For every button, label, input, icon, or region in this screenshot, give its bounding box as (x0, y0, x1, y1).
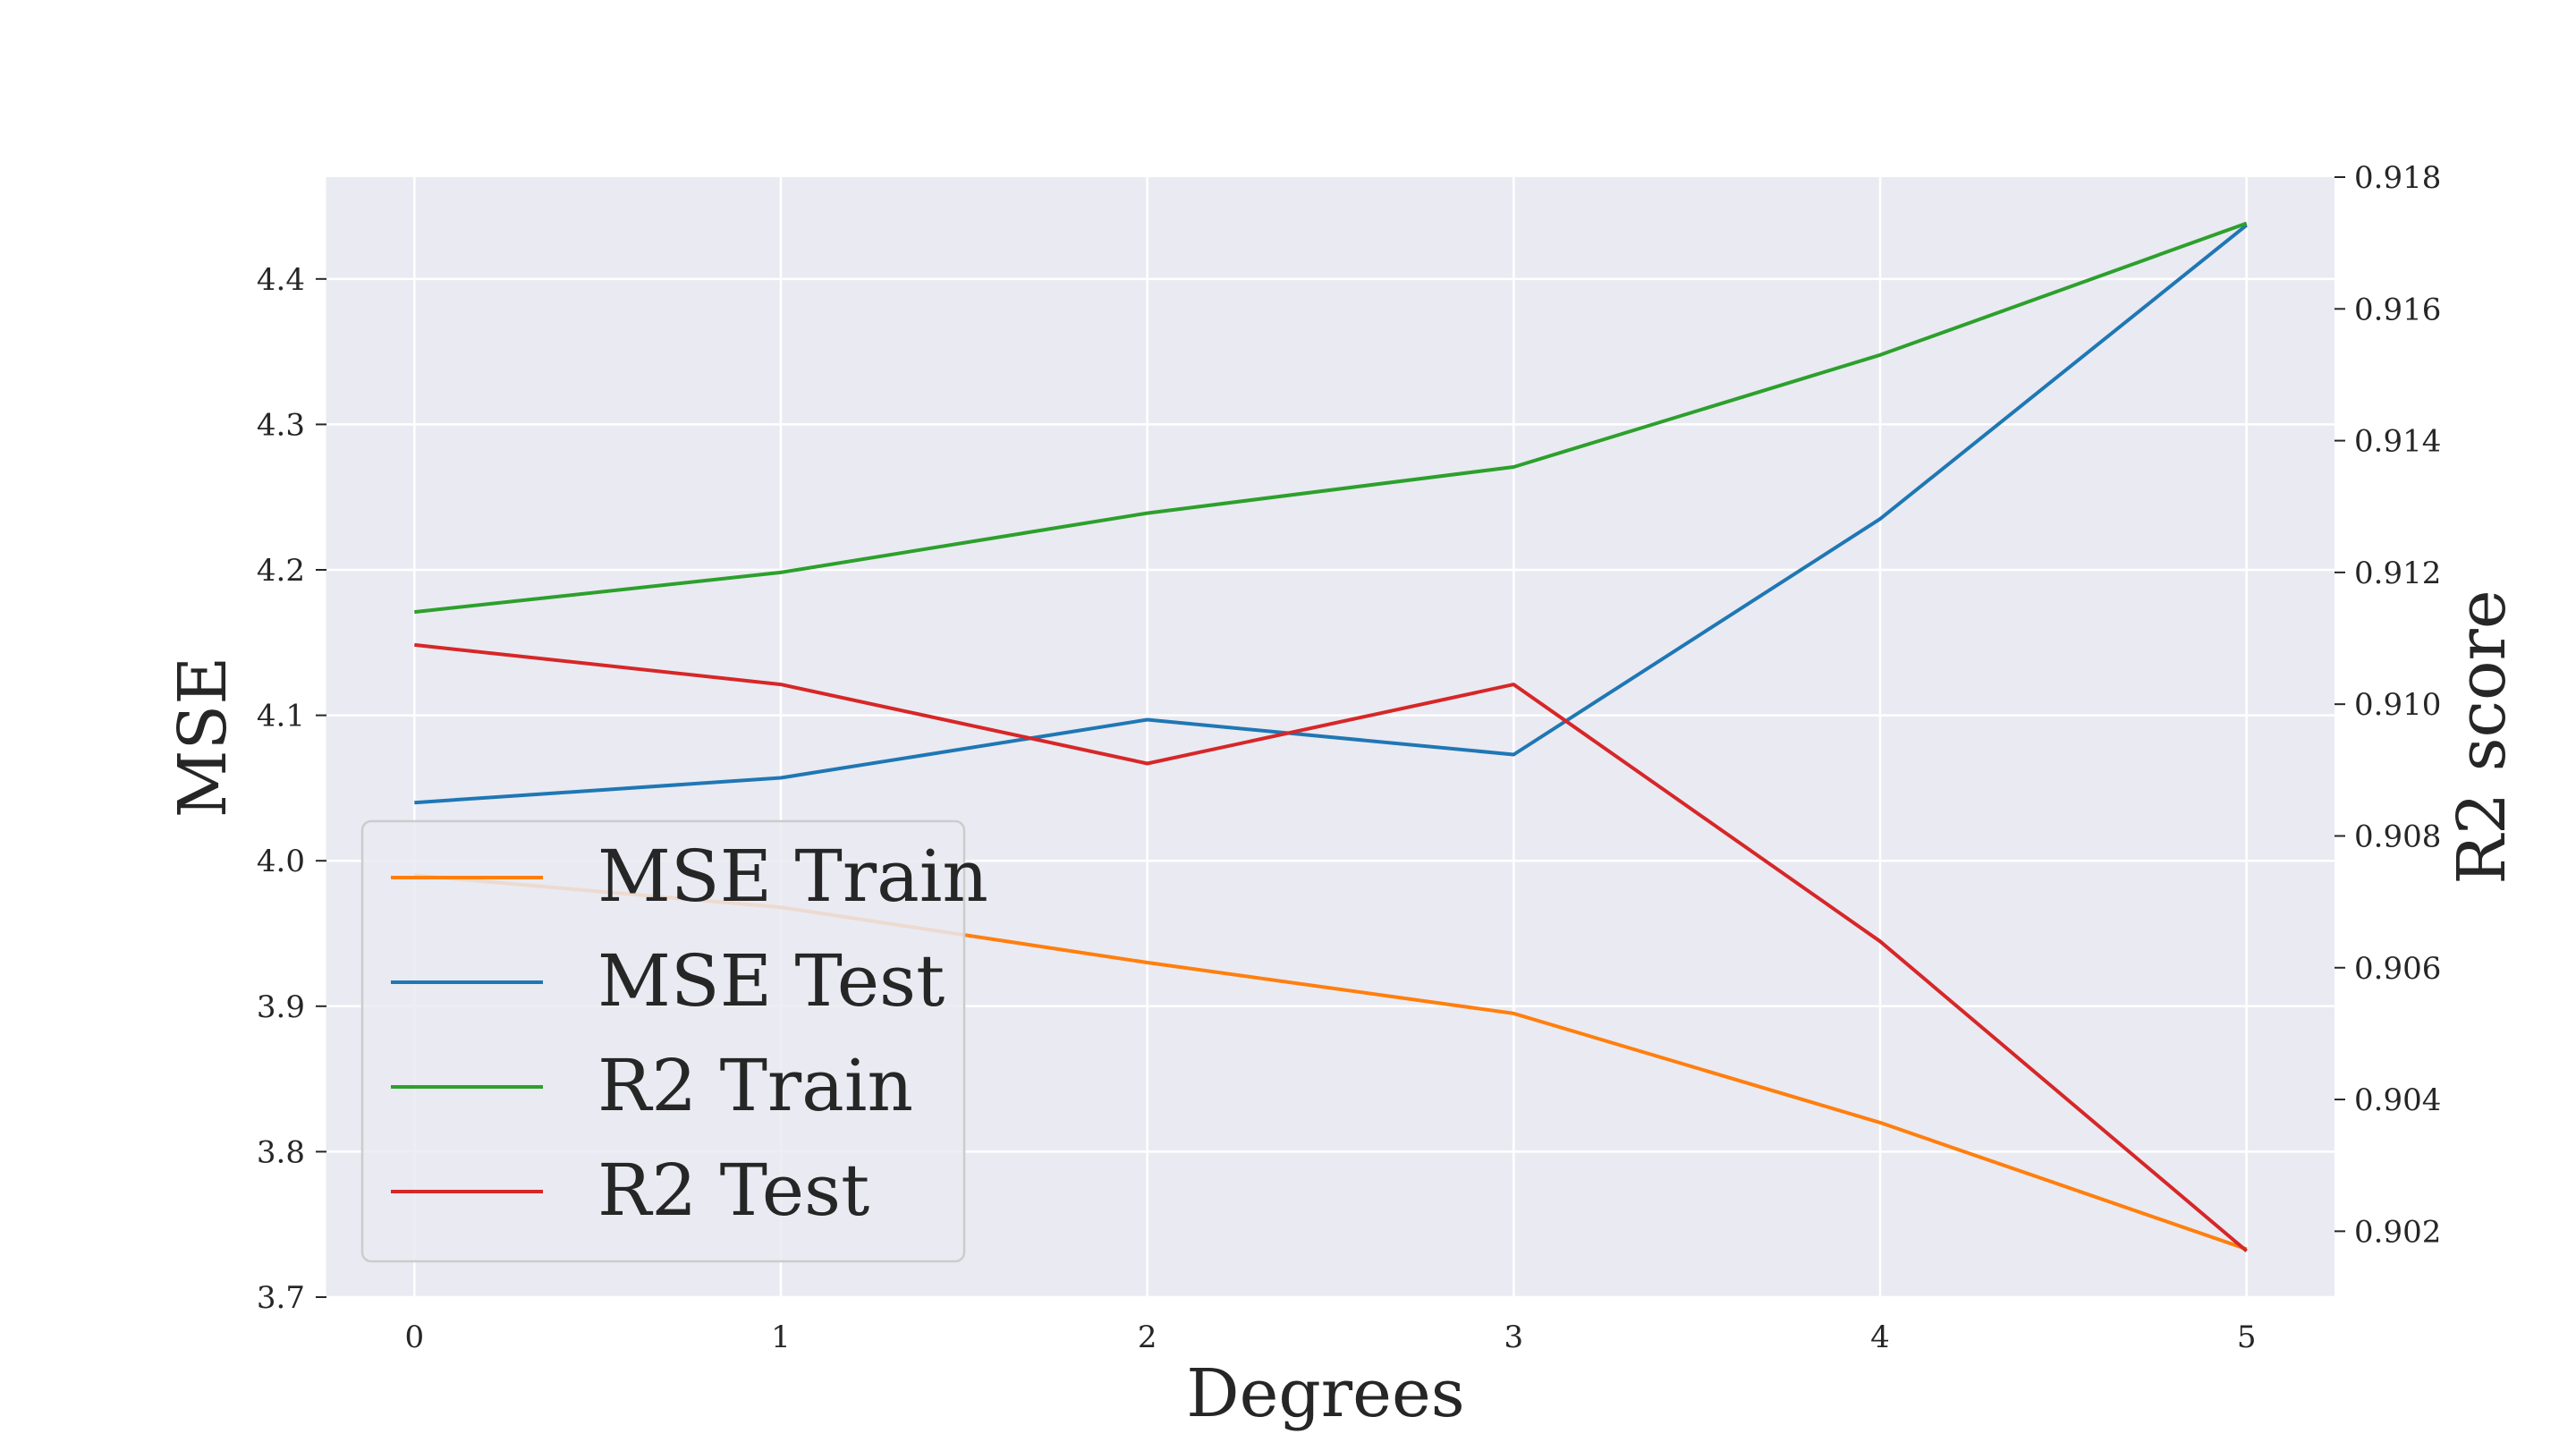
right-tick-label: 0.910 (2354, 687, 2441, 723)
series-line-r2-test (414, 642, 2248, 1252)
right-y-axis: 0.902 0.904 0.906 0.908 0.910 0.912 0.914 0.916… (2334, 160, 2441, 1250)
legend-label: MSE Test (597, 939, 945, 1022)
left-tick-label: 4.2 (257, 553, 305, 589)
left-tick-label: 4.3 (257, 407, 305, 443)
right-tick-label: 0.908 (2354, 819, 2441, 854)
left-tick-label: 4.4 (257, 262, 305, 298)
series-lines (414, 221, 2248, 1252)
x-axis: 0 1 2 3 4 5 (405, 1319, 2257, 1355)
right-tick-label: 0.904 (2354, 1082, 2441, 1118)
x-tick-label: 3 (1504, 1319, 1524, 1355)
left-tick-label: 4.0 (257, 844, 305, 879)
series-line-mse-test (414, 224, 2248, 805)
right-tick-label: 0.914 (2354, 424, 2441, 460)
right-y-axis-title: R2 score (2444, 590, 2521, 884)
legend-label: MSE Train (597, 835, 988, 918)
left-y-axis-title: MSE (165, 657, 242, 818)
x-tick-label: 0 (405, 1319, 425, 1355)
left-tick-label: 3.7 (257, 1280, 305, 1316)
left-tick-label: 4.1 (257, 699, 305, 734)
legend-label: R2 Train (597, 1044, 913, 1127)
right-tick-label: 0.902 (2354, 1214, 2441, 1250)
left-tick-label: 3.8 (257, 1134, 305, 1170)
x-tick-label: 4 (1870, 1319, 1890, 1355)
right-tick-label: 0.916 (2354, 292, 2441, 327)
legend-box (360, 819, 966, 1263)
x-tick-label: 2 (1138, 1319, 1157, 1355)
left-y-axis: 3.7 3.8 3.9 4.0 4.1 4.2 4.3 4.4 (257, 177, 327, 1316)
legend-label: R2 Test (597, 1149, 869, 1232)
left-tick-label: 3.9 (257, 989, 305, 1025)
legend: MSE Train MSE Test R2 Train R2 Test (360, 819, 988, 1263)
right-tick-label: 0.918 (2354, 160, 2441, 196)
x-tick-label: 5 (2237, 1319, 2257, 1355)
right-tick-label: 0.912 (2354, 556, 2441, 591)
x-tick-label: 1 (771, 1319, 791, 1355)
series-line-r2-train (414, 221, 2248, 615)
x-axis-title: Degrees (1186, 1355, 1464, 1432)
right-tick-label: 0.906 (2354, 951, 2441, 987)
